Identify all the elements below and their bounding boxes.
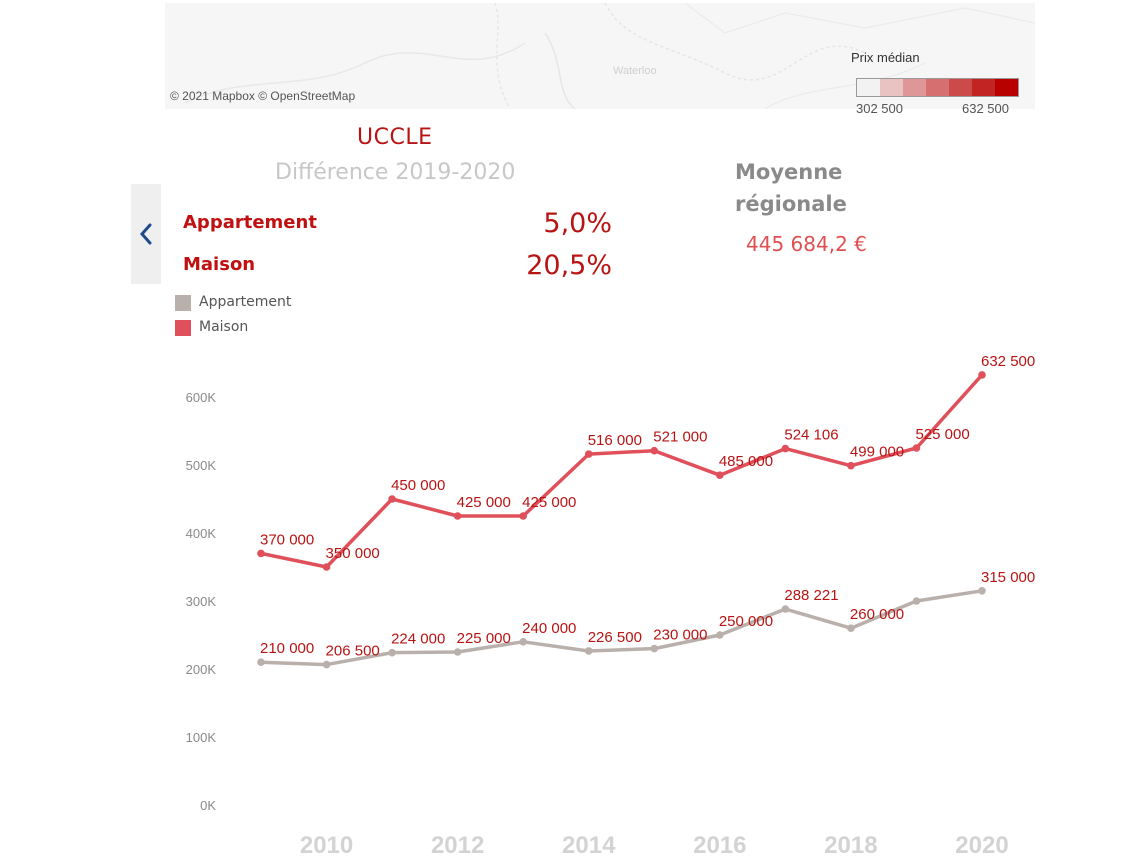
data-point <box>978 587 986 595</box>
diff-value-maison: 20,5% <box>526 250 612 281</box>
legend-swatch-maison <box>175 320 191 336</box>
map-place-label: Waterloo <box>613 65 657 77</box>
data-label: 226 500 <box>588 629 642 646</box>
data-point <box>388 648 396 657</box>
data-point <box>716 631 724 639</box>
y-tick-label: 300K <box>186 594 217 609</box>
y-tick-label: 500K <box>186 458 217 473</box>
color-ramp-step <box>857 79 880 96</box>
difference-title: Différence 2019-2020 <box>275 160 516 185</box>
x-tick-label: 2020 <box>955 832 1008 859</box>
color-ramp-step <box>949 79 972 96</box>
data-point <box>650 644 659 653</box>
x-tick-label: 2012 <box>431 832 484 859</box>
x-tick-label: 2018 <box>824 832 877 859</box>
data-label: 230 000 <box>653 627 707 644</box>
data-point <box>912 444 921 452</box>
x-tick-label: 2010 <box>300 832 353 859</box>
y-tick-label: 100K <box>186 730 217 745</box>
color-ramp <box>856 78 1019 97</box>
data-label: 206 500 <box>326 643 380 660</box>
data-point <box>912 597 921 605</box>
legend-label-maison: Maison <box>199 319 249 335</box>
diff-label-maison: Maison <box>183 254 256 275</box>
data-label: 250 000 <box>719 613 773 630</box>
data-label: 260 000 <box>850 606 904 623</box>
color-ramp-step <box>995 79 1018 96</box>
data-label: 225 000 <box>457 630 511 647</box>
data-point <box>781 605 790 613</box>
data-label: 516 000 <box>588 432 642 449</box>
map-background <box>184 3 1035 109</box>
color-legend-max: 632 500 <box>962 101 1009 116</box>
map-panel[interactable]: Waterloo © 2021 Mapbox © OpenStreetMap <box>165 3 1035 109</box>
data-point <box>584 647 593 655</box>
commune-title: UCCLE <box>357 125 433 150</box>
data-point <box>257 549 265 558</box>
data-point <box>453 648 462 656</box>
data-point <box>322 563 331 571</box>
color-ramp-step <box>972 79 995 96</box>
data-point <box>978 371 986 379</box>
data-label: 370 000 <box>260 531 314 548</box>
data-point <box>584 450 593 458</box>
color-ramp-step <box>903 79 926 96</box>
data-point <box>257 658 265 666</box>
data-point <box>453 512 462 520</box>
color-ramp-step <box>926 79 949 96</box>
data-label: 425 000 <box>522 494 576 511</box>
map-attribution[interactable]: © 2021 Mapbox © OpenStreetMap <box>170 89 356 103</box>
series-line-maison <box>260 373 984 569</box>
y-tick-label: 0K <box>200 798 216 813</box>
x-tick-label: 2016 <box>693 832 746 859</box>
data-label: 315 000 <box>981 569 1035 586</box>
data-label: 524 106 <box>784 427 838 444</box>
regional-average-label: Moyenne régionale <box>735 160 847 216</box>
data-label: 450 000 <box>391 477 445 494</box>
x-tick-label: 2014 <box>562 832 616 859</box>
diff-label-appartement: Appartement <box>183 212 317 233</box>
data-point <box>388 495 396 503</box>
diff-value-appartement: 5,0% <box>543 208 612 239</box>
data-point <box>322 660 331 669</box>
regional-average-value: 445 684,2 € <box>746 232 867 256</box>
data-label: 288 221 <box>784 587 838 604</box>
legend-swatch-appartement <box>175 295 191 311</box>
data-point <box>519 512 527 520</box>
data-label: 525 000 <box>915 426 969 443</box>
series-line-appartement <box>260 589 983 667</box>
y-tick-label: 200K <box>186 662 217 677</box>
data-label: 350 000 <box>326 545 380 562</box>
chevron-left-icon <box>139 223 152 245</box>
back-button[interactable] <box>131 184 161 284</box>
color-legend-title: Prix médian <box>851 50 920 65</box>
data-point <box>650 446 659 455</box>
data-point <box>847 461 855 470</box>
data-label: 210 000 <box>260 640 314 657</box>
data-label: 499 000 <box>850 444 904 461</box>
data-label: 224 000 <box>391 631 445 648</box>
data-point <box>716 471 724 480</box>
data-label: 240 000 <box>522 620 576 637</box>
data-point <box>781 444 790 453</box>
y-tick-label: 400K <box>186 526 217 541</box>
data-point <box>519 638 527 646</box>
data-point <box>847 624 855 632</box>
data-label: 425 000 <box>457 494 511 511</box>
data-label: 521 000 <box>653 429 707 446</box>
data-label: 485 000 <box>719 453 773 470</box>
color-ramp-step <box>880 79 903 96</box>
legend-label-appartement: Appartement <box>199 294 292 310</box>
color-legend-min: 302 500 <box>856 101 903 116</box>
data-label: 632 500 <box>981 353 1035 370</box>
y-tick-label: 600K <box>186 390 217 405</box>
